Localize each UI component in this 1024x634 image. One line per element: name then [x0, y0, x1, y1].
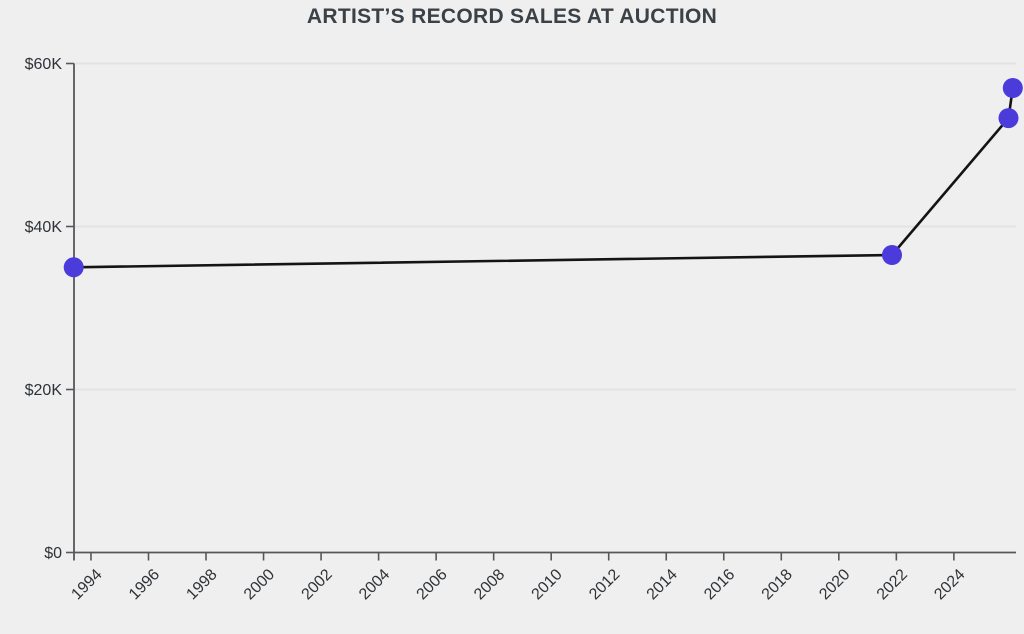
x-tick-label: 2002 [299, 566, 336, 603]
y-tick-label: $40K [25, 219, 63, 236]
y-tick-label: $20K [25, 382, 63, 399]
x-tick-label: 1998 [183, 566, 220, 603]
x-tick-label: 2016 [701, 566, 738, 603]
data-point[interactable] [1002, 78, 1023, 98]
x-tick-label: 2006 [414, 566, 451, 603]
x-tick-label: 1994 [68, 566, 105, 603]
x-tick-label: 2018 [759, 566, 796, 603]
y-tick-label: $60K [25, 56, 63, 73]
x-tick-label: 2012 [586, 566, 623, 603]
x-tick-label: 2022 [874, 566, 911, 603]
x-tick-label: 2020 [816, 566, 853, 603]
x-tick-label: 2014 [644, 566, 681, 603]
y-tick-label: $0 [44, 545, 62, 562]
data-point[interactable] [882, 245, 902, 265]
data-point[interactable] [998, 108, 1019, 129]
x-tick-label: 1996 [126, 566, 163, 603]
x-tick-label: 2008 [471, 566, 508, 603]
sales-line [72, 86, 1015, 269]
x-tick-label: 2000 [241, 566, 278, 603]
x-tick-label: 2004 [356, 566, 393, 603]
x-tick-label: 2024 [931, 566, 968, 603]
data-point[interactable] [63, 257, 84, 278]
x-tick-label: 2010 [529, 566, 566, 603]
chart-title: ARTIST’S RECORD SALES AT AUCTION [306, 5, 718, 28]
